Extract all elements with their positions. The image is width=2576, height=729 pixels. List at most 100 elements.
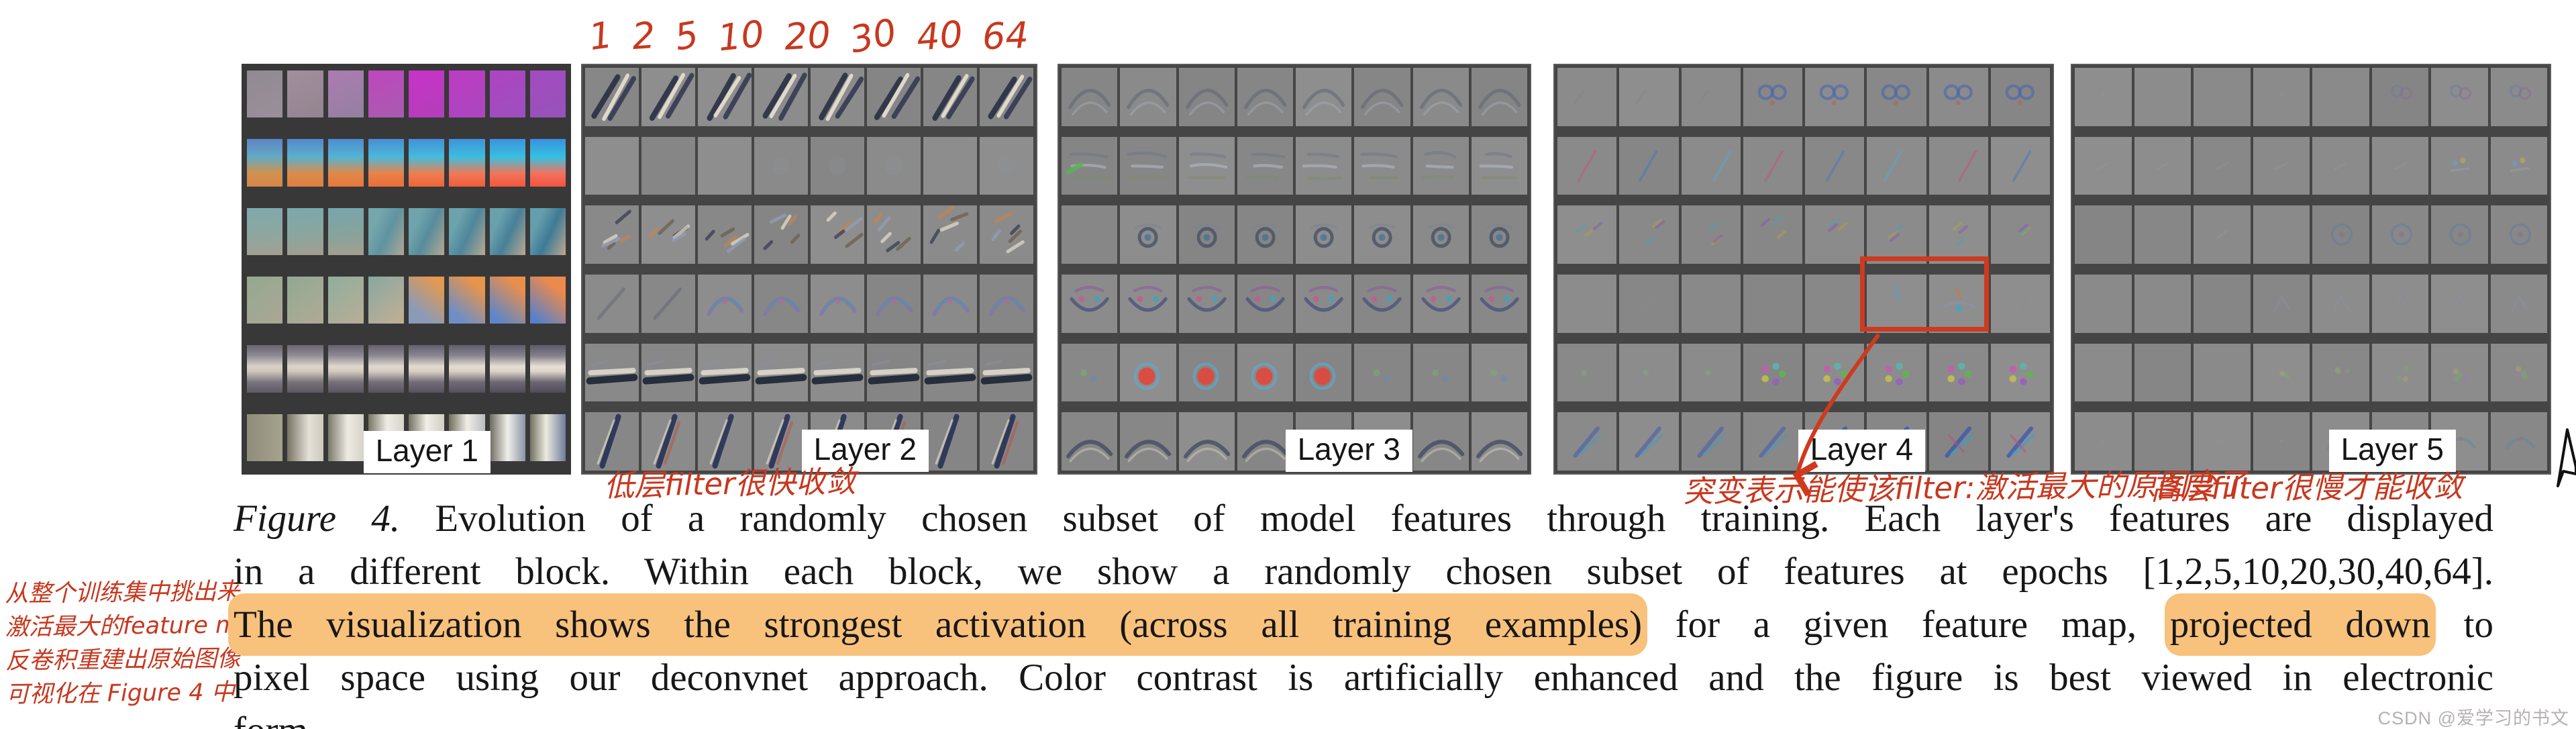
filter-cell — [1619, 136, 1679, 195]
filter-cell — [698, 68, 752, 126]
filter-cell — [2312, 205, 2369, 264]
filter-cell — [247, 277, 283, 324]
filter-cell — [1412, 343, 1469, 402]
filter-cell — [641, 412, 695, 471]
filter-cell — [980, 205, 1033, 264]
filter-cell — [867, 205, 921, 264]
layer-label: Layer 1 — [363, 431, 491, 473]
filter-cell — [1990, 274, 2050, 333]
filter-cell — [1928, 68, 1988, 126]
filter-cell — [811, 136, 864, 195]
filter-cell — [1178, 68, 1235, 126]
filter-cell — [641, 136, 695, 195]
filter-cell — [2134, 205, 2191, 264]
filter-cell — [1681, 274, 1741, 333]
filter-cell — [811, 68, 864, 126]
filter-cell — [1743, 274, 1802, 333]
filter-cell — [2134, 343, 2191, 402]
epoch-number: 5 — [672, 13, 702, 59]
filter-cell — [698, 274, 752, 333]
filter-cell — [1237, 205, 1293, 264]
filter-cell — [1237, 412, 1293, 471]
filter-cell — [1354, 68, 1410, 126]
filter-cell — [409, 345, 445, 393]
filter-cell — [1743, 205, 1802, 264]
filter-cell — [1354, 136, 1410, 195]
filter-cell — [1120, 274, 1176, 333]
filter-cell — [980, 68, 1033, 126]
filter-cell — [1062, 412, 1118, 471]
filter-cell — [2075, 274, 2132, 333]
filter-cell — [2253, 412, 2310, 471]
filter-cell — [287, 277, 323, 324]
filter-cell — [2490, 343, 2547, 402]
caption-line: in a different block. Within each block,… — [234, 545, 2493, 598]
filter-cell — [2312, 68, 2369, 126]
filter-cell — [489, 70, 525, 118]
filter-cell — [2431, 205, 2488, 264]
filter-cell — [327, 277, 364, 324]
filter-cell — [1743, 412, 1802, 471]
filter-cell — [923, 205, 977, 264]
filter-cell — [1412, 136, 1469, 195]
filter-cell — [1412, 274, 1469, 333]
caption-line: form. — [234, 704, 2493, 729]
filter-cell — [1805, 343, 1865, 402]
filter-cell — [1681, 68, 1741, 126]
filter-cell — [1619, 68, 1679, 126]
filter-cell — [529, 70, 566, 118]
filter-cell — [1928, 274, 1988, 333]
filter-cell — [449, 70, 485, 118]
mouse-cursor-icon — [2557, 428, 2576, 487]
epoch-number: 40 — [915, 13, 965, 59]
filter-cell — [980, 274, 1033, 333]
filter-cell — [1805, 68, 1865, 126]
filter-cell — [449, 345, 485, 393]
filter-cell — [489, 414, 525, 461]
highlighted-text: projected down — [2164, 593, 2436, 656]
filter-cell — [867, 343, 921, 402]
filter-cell — [1296, 68, 1352, 126]
filter-cell — [698, 136, 752, 195]
filter-cell — [1928, 205, 1988, 264]
caption-line: Figure 4. Evolution of a randomly chosen… — [234, 492, 2493, 545]
filter-cell — [2194, 205, 2251, 264]
filter-cell — [585, 412, 639, 471]
filter-cell — [409, 277, 445, 324]
filter-cell — [449, 207, 485, 255]
filter-cell — [2134, 274, 2191, 333]
filter-cell — [247, 70, 283, 118]
filter-cell — [1681, 343, 1741, 402]
filter-cell — [867, 274, 921, 333]
filter-cell — [754, 274, 808, 333]
layer-label: Layer 2 — [801, 430, 929, 472]
layer-label: Layer 3 — [1285, 430, 1412, 472]
filter-cell — [287, 207, 323, 255]
filter-cell — [2253, 68, 2310, 126]
filter-cell — [585, 274, 639, 333]
filter-cell — [1412, 68, 1469, 126]
filter-cell — [1062, 343, 1118, 402]
filter-cell — [2075, 68, 2132, 126]
filter-cell — [2194, 412, 2251, 471]
focus-box — [1860, 256, 1989, 332]
filter-cell — [1867, 343, 1926, 402]
filter-cell — [247, 207, 283, 255]
filter-cell — [1990, 68, 2050, 126]
filter-cell — [1619, 205, 1679, 264]
filter-cell — [1681, 136, 1741, 195]
caption-line: The visualization shows the strongest ac… — [228, 593, 2493, 656]
figure-caption: Figure 4. Evolution of a randomly chosen… — [228, 492, 2493, 729]
filter-cell — [449, 139, 485, 187]
filter-cell — [1928, 136, 1988, 195]
filter-cell — [368, 345, 404, 393]
filter-cell — [1062, 136, 1118, 195]
filter-cell — [2312, 136, 2369, 195]
filter-grid-layer-1: Layer 1 — [242, 64, 571, 475]
filter-cell — [327, 207, 364, 255]
margin-note-line: 反卷积重建出原始图像 — [5, 645, 241, 675]
filter-cell — [1619, 343, 1679, 402]
epoch-number: 64 — [982, 13, 1030, 58]
filter-cell — [2194, 343, 2251, 402]
filter-cell — [529, 277, 566, 324]
